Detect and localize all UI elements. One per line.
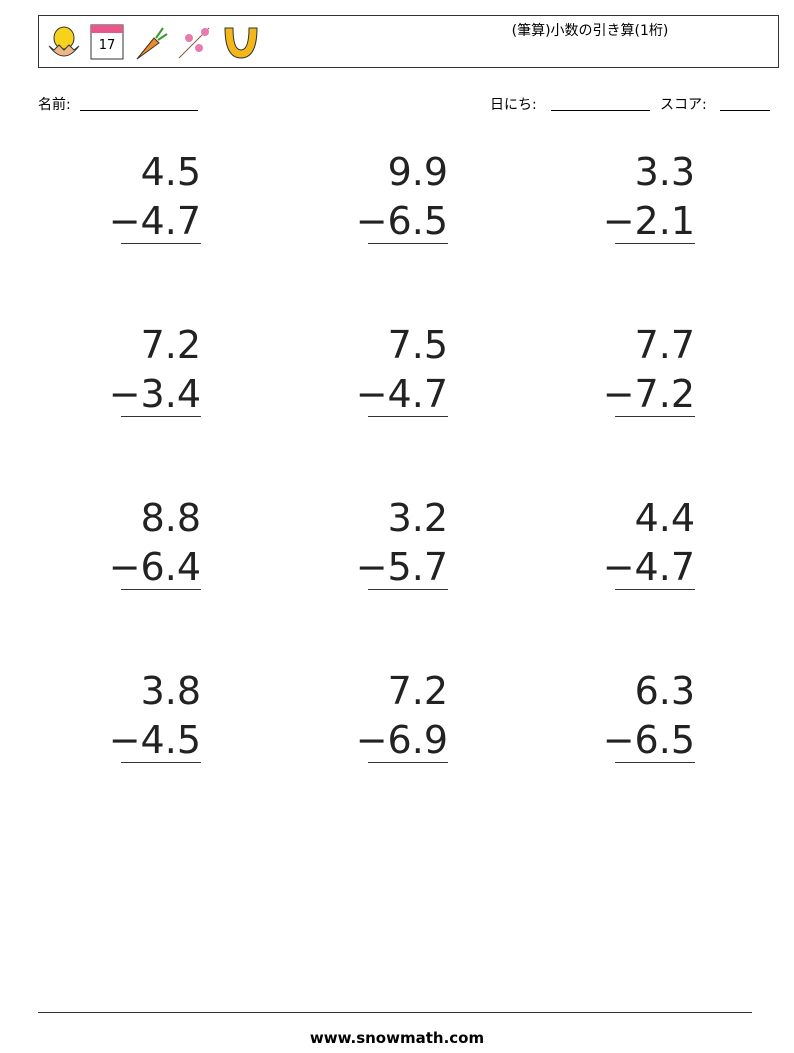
subtrahend: −7.2 — [602, 372, 695, 416]
minuend: 7.7 — [634, 323, 695, 367]
subtrahend: −6.5 — [355, 199, 448, 243]
subtrahend: −4.7 — [602, 545, 695, 589]
subtrahend: −5.7 — [355, 545, 448, 589]
answer-rule — [368, 589, 448, 590]
score-blank — [720, 94, 770, 111]
svg-text:17: 17 — [99, 38, 116, 53]
subtrahend: −6.9 — [355, 718, 448, 762]
subtrahend: −6.4 — [108, 545, 201, 589]
footer-rule — [38, 1012, 752, 1013]
date-blank — [551, 94, 650, 111]
minuend: 4.5 — [140, 150, 201, 194]
minuend: 6.3 — [634, 669, 695, 713]
minuend: 7.5 — [387, 323, 448, 367]
answer-rule — [121, 762, 201, 763]
answer-rule — [368, 416, 448, 417]
date-label: 日にち: — [490, 97, 537, 113]
minuend: 3.8 — [140, 669, 201, 713]
footer-site: www.snowmath.com — [309, 1029, 485, 1047]
answer-rule — [615, 416, 695, 417]
minuend: 3.3 — [634, 150, 695, 194]
minuend: 8.8 — [140, 496, 201, 540]
answer-rule — [615, 762, 695, 763]
subtrahend: −2.1 — [602, 199, 695, 243]
header-box: 17 — [38, 15, 779, 68]
subtrahend: −4.7 — [355, 372, 448, 416]
answer-rule — [615, 589, 695, 590]
answer-rule — [615, 243, 695, 244]
name-label: 名前: — [38, 97, 71, 113]
answer-rule — [121, 416, 201, 417]
answer-rule — [121, 589, 201, 590]
answer-rule — [368, 762, 448, 763]
name-blank — [80, 94, 198, 111]
title: (筆算)小数の引き算(1桁) — [511, 23, 669, 39]
score-label: スコア: — [660, 97, 707, 113]
header-icons: 17 — [48, 24, 258, 60]
answer-rule — [121, 243, 201, 244]
subtrahend: −4.5 — [108, 718, 201, 762]
minuend: 4.4 — [634, 496, 695, 540]
minuend: 7.2 — [140, 323, 201, 367]
subtrahend: −6.5 — [602, 718, 695, 762]
subtrahend: −3.4 — [108, 372, 201, 416]
minuend: 9.9 — [387, 150, 448, 194]
minuend: 3.2 — [387, 496, 448, 540]
subtrahend: −4.7 — [108, 199, 201, 243]
answer-rule — [368, 243, 448, 244]
minuend: 7.2 — [387, 669, 448, 713]
